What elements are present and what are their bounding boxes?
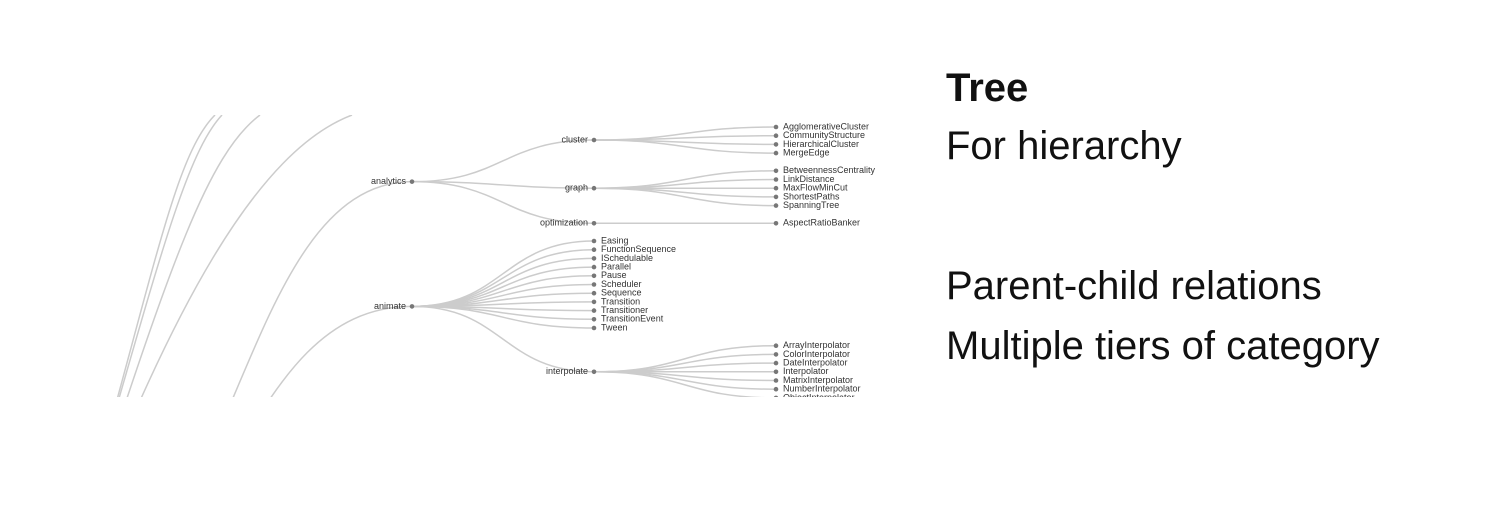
leaf-label: MaxFlowMinCut	[783, 183, 848, 193]
leaf-label: LinkDistance	[783, 174, 835, 184]
link	[411, 180, 595, 225]
node	[591, 290, 597, 296]
node-label: optimization	[540, 218, 588, 228]
node	[591, 256, 597, 261]
leaf-label: AgglomerativeCluster	[783, 121, 869, 131]
link	[411, 139, 595, 183]
node	[773, 168, 779, 174]
node-label: analytics	[371, 176, 407, 186]
link	[116, 115, 216, 397]
node-label: animate	[374, 301, 406, 311]
link	[118, 115, 223, 397]
link	[270, 305, 413, 397]
node	[591, 273, 597, 279]
link	[593, 187, 777, 207]
node	[591, 308, 597, 313]
node	[773, 343, 779, 349]
node	[773, 124, 779, 130]
node	[773, 142, 779, 147]
node	[591, 325, 597, 331]
node	[773, 150, 779, 156]
leaf-label: MatrixInterpolator	[783, 375, 853, 385]
node	[591, 264, 597, 270]
node	[591, 299, 597, 305]
leaf-label: ISchedulable	[601, 253, 653, 263]
node	[773, 386, 779, 392]
leaf-label: Sequence	[601, 288, 642, 298]
leaf-label: Parallel	[601, 261, 631, 271]
node	[591, 137, 597, 143]
node	[773, 221, 779, 226]
node	[591, 369, 597, 375]
leaf-label: MergeEdge	[783, 147, 830, 157]
link	[411, 305, 595, 373]
node	[409, 179, 415, 184]
text-panel: Tree For hierarchy Parent-child relation…	[946, 60, 1396, 376]
node	[773, 177, 779, 182]
link	[232, 180, 413, 397]
node	[773, 369, 779, 375]
node	[591, 221, 597, 226]
node	[591, 247, 597, 252]
link	[411, 248, 595, 308]
node	[591, 185, 597, 191]
leaf-label: HierarchicalCluster	[783, 139, 859, 149]
node	[591, 238, 597, 244]
node	[773, 352, 779, 357]
leaf-label: Transitioner	[601, 305, 648, 315]
node-label: graph	[565, 183, 588, 193]
spacer	[946, 176, 1396, 256]
link	[411, 283, 595, 308]
leaf-label: Interpolator	[783, 366, 829, 376]
layer: analytics cluster AgglomerativeClusterComm…	[371, 121, 876, 402]
node	[773, 360, 779, 366]
leaf-label: CommunityStructure	[783, 130, 865, 140]
leaf-label: ShortestPaths	[783, 191, 840, 201]
node-label: cluster	[561, 134, 588, 144]
leaf-label: SpanningTree	[783, 200, 839, 210]
link	[593, 134, 777, 141]
node	[591, 282, 597, 287]
node	[773, 185, 779, 191]
line: For hierarchy	[946, 124, 1182, 168]
node-label: interpolate	[546, 366, 588, 376]
tree-area: analytics cluster AgglomerativeClusterComm…	[116, 115, 876, 402]
node	[773, 203, 779, 208]
link	[126, 115, 261, 397]
leaf-label: Easing	[601, 235, 629, 245]
leaf-label: Transition	[601, 296, 640, 306]
node	[773, 133, 779, 138]
line: Parent-child relations	[946, 264, 1322, 308]
leaf-label: ColorInterpolator	[783, 349, 850, 359]
node	[773, 194, 779, 200]
leaf-label: DateInterpolator	[783, 357, 848, 367]
tree-diagram: analytics cluster AgglomerativeClusterComm…	[116, 115, 876, 402]
layer	[232, 126, 777, 397]
link	[593, 139, 777, 154]
title: Tree	[946, 66, 1029, 110]
leaf-label: TransitionEvent	[601, 314, 664, 324]
link	[593, 371, 769, 397]
node	[773, 395, 779, 397]
link	[411, 305, 595, 329]
line: Multiple tiers of category	[946, 324, 1380, 368]
node	[773, 378, 779, 383]
leaf-label: ArrayInterpolator	[783, 340, 850, 350]
leaf-label: NumberInterpolator	[783, 384, 861, 394]
leaf-label: BetweennessCentrality	[783, 165, 876, 175]
link	[140, 115, 353, 397]
leaf-label: AspectRatioBanker	[783, 218, 860, 228]
leaf-label: Pause	[601, 270, 627, 280]
leaf-label: Scheduler	[601, 279, 642, 289]
node	[409, 304, 415, 309]
leaf-label: Tween	[601, 322, 628, 332]
link	[411, 240, 595, 308]
leaf-label: ObjectInterpolator	[783, 392, 855, 402]
node	[591, 317, 597, 322]
link	[411, 180, 595, 189]
leaf-label: FunctionSequence	[601, 244, 676, 254]
